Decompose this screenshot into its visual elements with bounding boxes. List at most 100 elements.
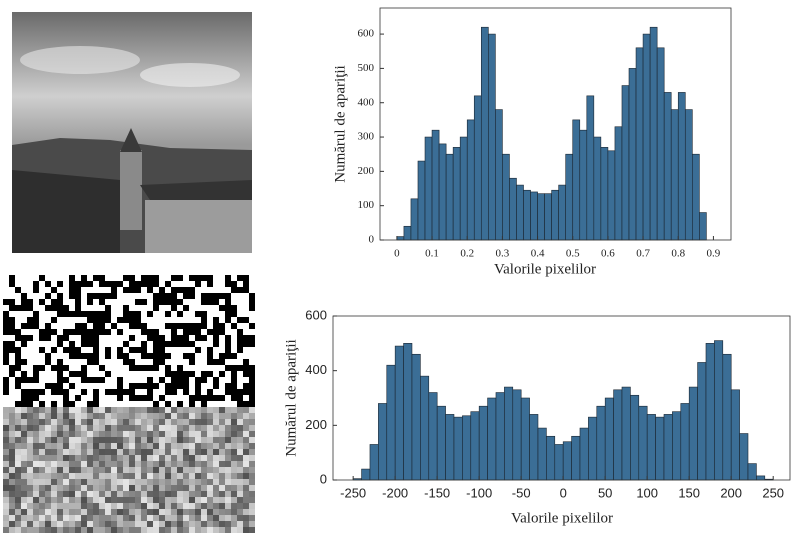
bar: [420, 375, 430, 481]
x-tick-label: 100: [636, 485, 658, 500]
x-tick-label: -50: [512, 485, 531, 500]
bar: [480, 26, 489, 241]
y-tick-label: 300: [358, 131, 375, 143]
bar: [697, 362, 707, 481]
bar: [495, 392, 505, 481]
bar: [488, 33, 496, 241]
x-axis-label: Valorile pixelilor: [511, 510, 613, 526]
bar: [473, 95, 482, 241]
bar: [470, 411, 480, 481]
bar: [630, 394, 640, 481]
x-tick-label: -100: [466, 485, 492, 500]
bar: [410, 198, 419, 241]
bar: [466, 119, 475, 241]
y-tick-label: 600: [358, 28, 375, 40]
bar: [424, 136, 433, 241]
x-tick-label: 0.1: [425, 248, 439, 260]
x-tick-label: 0.7: [636, 248, 650, 260]
bar: [529, 414, 539, 481]
y-tick-label: 0: [369, 234, 375, 246]
bar: [756, 475, 766, 481]
x-tick-label: 0.4: [531, 248, 545, 260]
bar: [747, 463, 757, 481]
bar: [565, 153, 574, 241]
bar: [516, 184, 524, 241]
x-tick-label: 250: [762, 485, 784, 500]
bar: [504, 386, 514, 481]
bar: [579, 129, 588, 241]
bar: [663, 414, 673, 481]
bar: [692, 153, 700, 241]
bar: [593, 136, 602, 241]
x-tick-label: 200: [720, 485, 742, 500]
bar: [572, 119, 581, 241]
bar: [649, 26, 658, 241]
bar: [394, 345, 404, 481]
bar: [386, 364, 396, 481]
bar: [604, 397, 614, 481]
bar: [579, 427, 589, 481]
bar: [509, 177, 517, 241]
bar: [646, 414, 656, 481]
bar: [431, 129, 440, 241]
bar: [656, 47, 665, 241]
bar: [655, 416, 665, 481]
bar: [453, 416, 463, 481]
bar: [588, 416, 598, 481]
x-tick-label: -250: [340, 485, 366, 500]
bar: [613, 389, 623, 481]
bar: [562, 441, 572, 481]
bar: [714, 340, 724, 481]
bar: [512, 389, 522, 481]
y-axis-label: Numărul de apariţii: [332, 65, 348, 182]
y-tick-label: 200: [358, 165, 375, 177]
bar: [730, 389, 740, 481]
y-tick-label: 0: [320, 471, 327, 486]
bar: [403, 343, 413, 481]
bar: [677, 92, 686, 241]
bar: [523, 189, 531, 241]
chart: -250 -200 -150 -100 -50 0 50 100 150 200 250 0 200 40…: [283, 307, 791, 526]
x-tick-label: 0.3: [496, 248, 510, 260]
bar: [684, 109, 693, 241]
bar: [537, 193, 545, 241]
bar: [670, 109, 679, 241]
bar: [403, 225, 412, 241]
bar: [614, 126, 623, 241]
bar: [428, 392, 438, 481]
bar: [596, 405, 606, 481]
bar: [537, 427, 547, 481]
x-tick-label: 0.9: [707, 248, 721, 260]
bar: [571, 435, 581, 481]
y-tick-label: 200: [305, 417, 327, 432]
axes-box: [332, 315, 791, 481]
bar: [417, 160, 426, 241]
bar: [438, 143, 447, 241]
y-tick-label: 600: [305, 307, 327, 322]
y-tick-label: 100: [358, 199, 375, 211]
bar: [445, 414, 455, 481]
bar: [520, 397, 530, 481]
y-tick-label: 500: [358, 62, 375, 74]
bar: [495, 109, 503, 241]
bar: [445, 153, 454, 241]
bar: [436, 405, 446, 481]
x-tick-label: 0.6: [601, 248, 615, 260]
bar: [635, 47, 644, 241]
bar: [546, 435, 556, 481]
bar: [638, 405, 648, 481]
x-tick-label: 150: [678, 485, 700, 500]
bar: [452, 147, 461, 241]
bar: [544, 193, 552, 241]
bar: [369, 444, 379, 481]
bar: [530, 191, 538, 241]
bar: [699, 212, 707, 241]
x-tick-label: 0.8: [671, 248, 685, 260]
x-tick-label: 50: [598, 485, 612, 500]
bar: [462, 415, 472, 481]
bar: [478, 405, 488, 481]
bar: [621, 85, 630, 241]
y-tick-label: 400: [358, 96, 375, 108]
